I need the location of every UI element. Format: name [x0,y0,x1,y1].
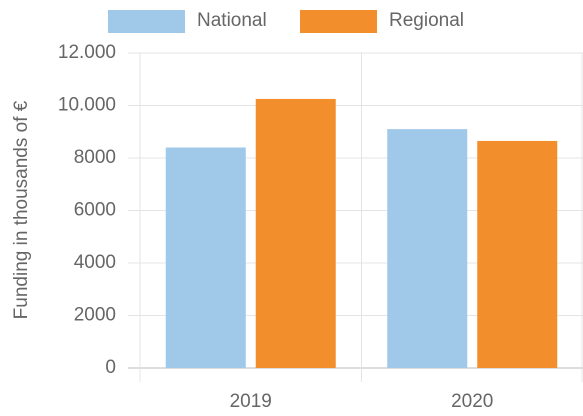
y-tick-label: 6000 [74,200,116,221]
y-tick-label: 12.000 [58,42,116,63]
legend-swatch[interactable] [108,10,185,33]
y-tick-label: 8000 [74,147,116,168]
y-tick-label: 4000 [74,252,116,273]
y-tick-label: 10.000 [58,95,116,116]
bar [477,140,558,368]
x-tick-label: 2020 [451,391,493,412]
legend-label[interactable]: National [197,10,267,31]
x-tick-label: 2019 [230,391,272,412]
bar [255,98,336,368]
y-tick-label: 0 [105,357,116,378]
legend-swatch[interactable] [300,10,377,33]
y-axis-title: Funding in thousands of € [11,100,32,319]
bar [387,129,468,368]
bar [165,147,246,368]
y-tick-label: 2000 [74,305,116,326]
legend-label[interactable]: Regional [389,10,464,31]
